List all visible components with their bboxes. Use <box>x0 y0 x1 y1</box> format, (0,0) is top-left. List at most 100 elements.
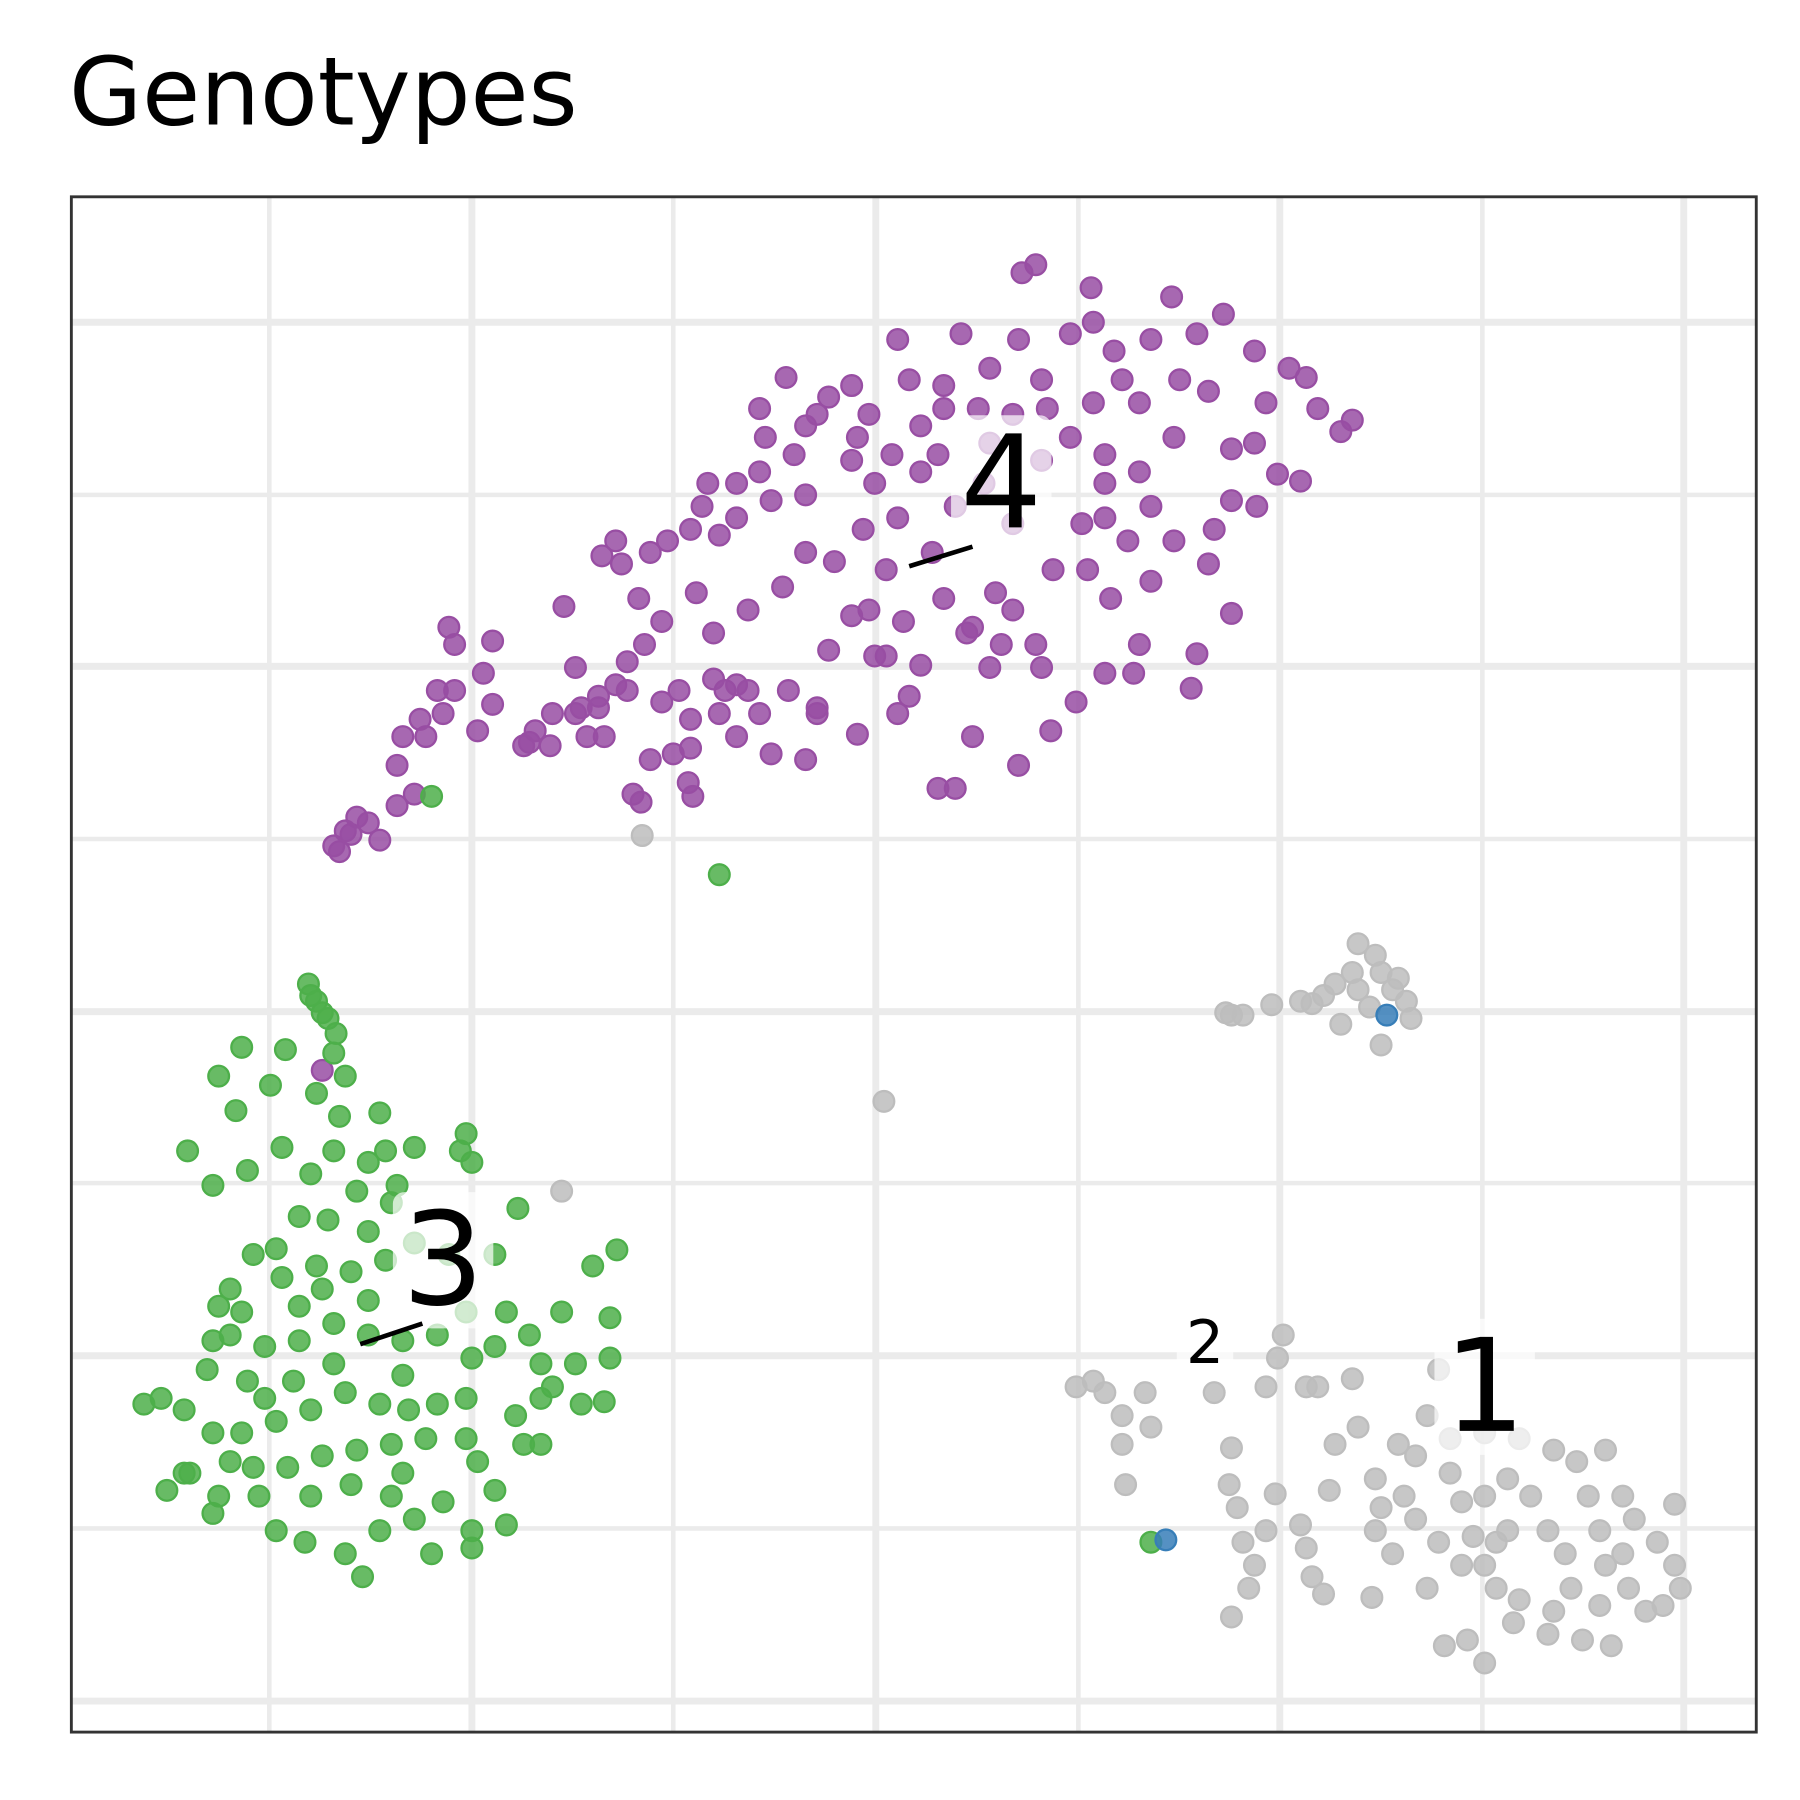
point <box>725 725 749 749</box>
point <box>523 719 547 743</box>
point <box>632 632 657 657</box>
point <box>891 609 915 633</box>
point <box>1010 261 1034 285</box>
point <box>322 1139 346 1163</box>
point <box>1196 552 1220 576</box>
point <box>512 734 536 758</box>
point <box>1139 569 1163 593</box>
point <box>857 402 881 426</box>
point <box>886 328 910 352</box>
point <box>339 1260 363 1284</box>
point <box>1219 601 1243 625</box>
point <box>1663 1553 1687 1577</box>
label-text: 1 <box>1444 1312 1526 1462</box>
point <box>374 1139 398 1163</box>
point <box>481 692 505 716</box>
point <box>1622 1507 1646 1531</box>
point <box>1225 1496 1249 1520</box>
point <box>989 632 1013 657</box>
point <box>707 702 731 726</box>
point <box>253 1335 277 1359</box>
point <box>1185 642 1209 666</box>
point <box>845 722 869 746</box>
point <box>1039 719 1063 743</box>
point <box>1133 1381 1157 1405</box>
point <box>1542 1599 1566 1623</box>
point <box>1588 1593 1612 1618</box>
point <box>759 742 783 766</box>
point <box>460 1536 484 1560</box>
point <box>1058 322 1082 346</box>
point <box>1064 690 1088 714</box>
point <box>817 638 841 662</box>
point <box>872 1089 896 1113</box>
point <box>235 1369 259 1393</box>
point <box>1110 368 1134 392</box>
point <box>391 1363 415 1387</box>
point <box>627 586 651 610</box>
point <box>270 1135 294 1159</box>
point <box>481 629 505 653</box>
point <box>1346 1415 1370 1439</box>
point <box>1576 1484 1600 1508</box>
point <box>1254 1519 1278 1543</box>
point <box>322 834 346 858</box>
point <box>1265 462 1290 486</box>
point <box>1263 1482 1287 1506</box>
point <box>590 544 614 568</box>
point <box>1093 443 1117 467</box>
point <box>201 1173 225 1197</box>
point <box>863 471 887 495</box>
point <box>368 1392 392 1416</box>
point <box>1070 512 1094 536</box>
point <box>598 1306 622 1330</box>
point <box>1565 1450 1589 1474</box>
point <box>1245 494 1269 518</box>
point <box>1122 661 1146 685</box>
point <box>264 1519 288 1543</box>
point <box>230 1421 254 1445</box>
point <box>1461 1524 1485 1548</box>
point <box>1160 285 1184 309</box>
point <box>460 1346 484 1370</box>
point <box>1340 1367 1364 1391</box>
point <box>1363 1467 1387 1491</box>
point <box>1360 1585 1384 1609</box>
point <box>304 1254 329 1278</box>
plot-frame <box>69 195 1758 1734</box>
point <box>1455 1628 1479 1652</box>
point <box>1007 328 1031 352</box>
point <box>1340 960 1364 985</box>
points <box>132 253 1692 1675</box>
point <box>270 1265 294 1290</box>
point <box>235 1158 259 1182</box>
point <box>782 443 806 467</box>
point <box>1369 1033 1393 1057</box>
point <box>684 581 708 605</box>
point <box>241 1455 265 1479</box>
point <box>276 1455 300 1479</box>
point <box>1219 489 1243 513</box>
point <box>408 707 432 731</box>
point <box>1306 397 1330 421</box>
point <box>1127 632 1151 657</box>
point <box>230 1300 254 1324</box>
point <box>391 1461 415 1485</box>
point <box>960 725 985 749</box>
point <box>287 1329 311 1353</box>
point <box>402 1507 426 1531</box>
point <box>420 1542 444 1566</box>
point <box>1139 1415 1163 1439</box>
point <box>840 448 864 472</box>
point <box>374 1248 398 1272</box>
point <box>402 1135 426 1159</box>
point <box>681 784 705 808</box>
point <box>932 374 956 398</box>
point <box>1030 368 1054 392</box>
point <box>1340 408 1364 432</box>
point <box>667 679 691 703</box>
point <box>1168 368 1192 392</box>
point <box>1317 1478 1341 1502</box>
point <box>1079 276 1103 300</box>
point <box>483 1478 507 1502</box>
